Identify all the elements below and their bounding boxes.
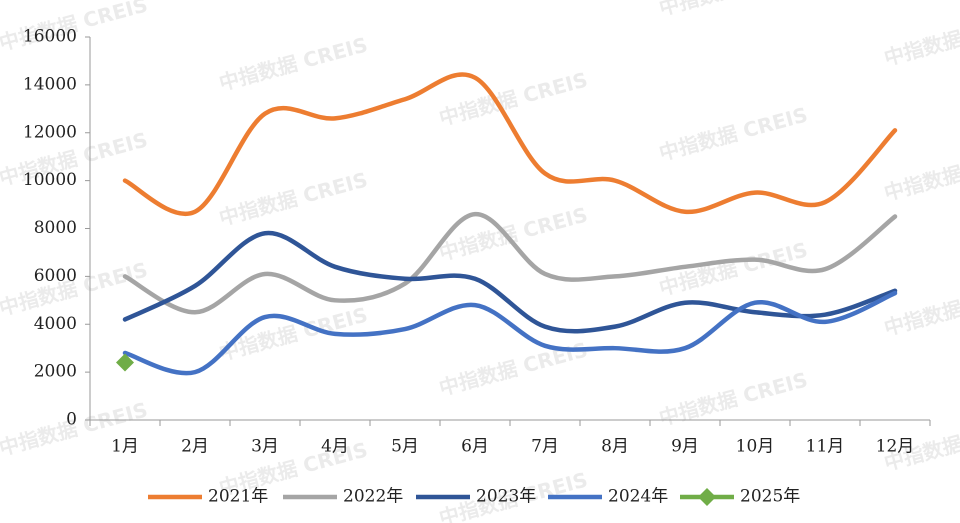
legend-label: 2024年: [608, 487, 668, 507]
y-tick-label: 16000: [23, 27, 77, 47]
watermark: 中指数据 CREIS: [882, 7, 960, 70]
y-tick-label: 10000: [23, 170, 77, 190]
x-tick-label: 4月: [321, 437, 349, 457]
watermark: 中指数据 CREIS: [217, 32, 371, 95]
x-tick-label: 3月: [251, 437, 279, 457]
legend-label: 2021年: [208, 487, 268, 507]
legend-label: 2022年: [343, 487, 403, 507]
legend-label: 2023年: [476, 487, 536, 507]
point-marker: [116, 353, 134, 372]
watermark: 中指数据 CREIS: [882, 142, 960, 205]
series-line: [122, 230, 898, 334]
x-tick-label: 7月: [531, 437, 559, 457]
series-line: [122, 290, 898, 376]
legend-label: 2025年: [740, 487, 800, 507]
watermark: 中指数据 CREIS: [882, 277, 960, 340]
x-tick-label: 9月: [671, 437, 699, 457]
y-tick-label: 6000: [34, 266, 77, 286]
y-tick-label: 14000: [23, 74, 77, 94]
y-tick-label: 8000: [34, 218, 77, 238]
watermark: 中指数据 CREIS: [657, 367, 811, 430]
y-tick-label: 0: [66, 410, 77, 430]
y-tick-label: 12000: [23, 122, 77, 142]
x-tick-label: 8月: [601, 437, 629, 457]
series-line: [122, 211, 898, 315]
x-tick-label: 11月: [806, 437, 845, 457]
watermark: 中指数据 CREIS: [657, 0, 811, 20]
x-tick-label: 5月: [391, 437, 419, 457]
x-tick-label: 1月: [111, 437, 139, 457]
legend-marker: [698, 488, 716, 506]
watermark: 中指数据 CREIS: [657, 102, 811, 165]
x-tick-label: 2月: [181, 437, 209, 457]
y-tick-label: 4000: [34, 314, 77, 334]
watermark: 中指数据 CREIS: [437, 202, 591, 265]
x-tick-label: 6月: [461, 437, 489, 457]
watermark: 中指数据 CREIS: [437, 337, 591, 400]
x-tick-label: 12月: [876, 437, 915, 457]
series-line: [122, 72, 898, 216]
watermark: 中指数据 CREIS: [217, 167, 371, 230]
x-tick-label: 10月: [736, 437, 775, 457]
y-tick-label: 2000: [34, 362, 77, 382]
